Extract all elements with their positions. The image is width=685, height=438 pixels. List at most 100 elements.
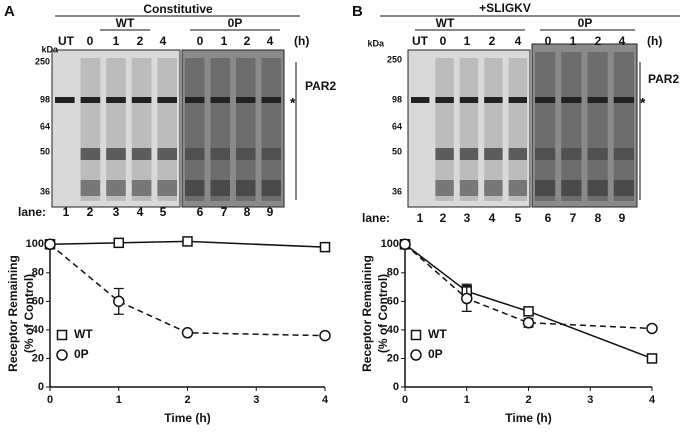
point: [646, 322, 658, 335]
band: [508, 180, 527, 196]
legend-label: 0P: [74, 347, 89, 361]
lane-number: 1: [417, 211, 424, 225]
band: [131, 180, 152, 196]
y-tick-label: 100: [26, 238, 44, 250]
lane-number: 9: [267, 205, 274, 219]
band: [210, 97, 230, 103]
band: [55, 97, 75, 103]
point: [522, 317, 535, 329]
mw-marker: 250: [35, 56, 50, 66]
series-line: [404, 243, 653, 330]
time-label: 2: [595, 34, 602, 48]
point: [646, 353, 658, 364]
blot-title: Constitutive: [143, 2, 213, 16]
band: [484, 148, 503, 160]
lane-number: 2: [440, 211, 447, 225]
smear: [435, 58, 454, 201]
band: [157, 148, 177, 160]
y-tick-label: 60: [387, 295, 399, 307]
band: [535, 97, 556, 103]
band: [261, 97, 281, 103]
time-label: 2: [244, 34, 251, 48]
mw-marker: 98: [392, 94, 402, 104]
lane-number: 9: [619, 211, 626, 225]
band: [261, 148, 281, 160]
y-tick-label: 80: [387, 267, 399, 279]
legend-symbol: [410, 349, 422, 361]
series-line: [49, 243, 326, 337]
point: [319, 241, 331, 253]
x-tick-label: 2: [525, 394, 531, 406]
group-label: 0P: [578, 16, 593, 30]
mw-marker: 64: [40, 121, 50, 131]
time-label: 1: [464, 34, 471, 48]
band: [561, 148, 582, 160]
band: [80, 180, 101, 196]
series-line: [404, 243, 653, 360]
mw-marker: 50: [40, 146, 50, 156]
smear: [535, 52, 556, 201]
x-tick-label: 1: [464, 394, 470, 406]
band: [80, 148, 101, 160]
x-tick-label: 4: [322, 394, 329, 406]
panel-letter: B: [352, 3, 363, 20]
band: [459, 97, 479, 103]
band-label: PAR2: [648, 72, 679, 86]
band: [613, 180, 634, 196]
untreated-label: UT: [412, 34, 429, 48]
time-label: 2: [489, 34, 496, 48]
smear: [613, 52, 634, 201]
band: [80, 97, 101, 103]
point: [319, 329, 331, 342]
legend-label: WT: [74, 327, 93, 341]
time-label: 2: [137, 34, 144, 48]
band: [587, 148, 608, 160]
lane-number: 5: [160, 205, 167, 219]
band: [185, 180, 205, 196]
x-tick-label: 4: [649, 394, 656, 406]
band: [411, 97, 430, 103]
smear: [185, 58, 205, 201]
band: [484, 97, 503, 103]
time-label: 4: [160, 34, 167, 48]
band: [587, 97, 608, 103]
time-label: 4: [515, 34, 522, 48]
point: [523, 306, 534, 317]
y-tick-label: 20: [32, 352, 44, 364]
x-tick-label: 2: [184, 394, 190, 406]
smear: [157, 58, 177, 201]
lane-number: 2: [87, 205, 94, 219]
band: [261, 180, 281, 196]
x-tick-label: 3: [587, 394, 593, 406]
band: [131, 97, 152, 103]
lane-label: lane:: [362, 211, 390, 225]
time-label: 0: [197, 34, 204, 48]
y-axis-title: (% of Control): [376, 274, 390, 353]
band: [435, 148, 454, 160]
y-axis-title: Receptor Remaining: [360, 255, 374, 372]
band: [106, 180, 126, 196]
x-tick-label: 3: [253, 394, 259, 406]
mw-marker: 36: [40, 186, 50, 196]
smear: [587, 52, 608, 201]
band: [508, 148, 527, 160]
panel-letter: A: [4, 3, 15, 20]
mw-marker: 98: [40, 94, 50, 104]
mw-marker: 36: [392, 186, 402, 196]
band: [157, 180, 177, 196]
x-tick-label: 0: [47, 394, 53, 406]
point: [181, 327, 194, 339]
kda-label: kDa: [367, 38, 385, 48]
band-label: PAR2: [305, 79, 336, 93]
x-axis-title: Time (h): [505, 411, 551, 425]
point: [113, 237, 124, 249]
band: [435, 97, 454, 103]
band: [508, 97, 527, 103]
band: [613, 148, 634, 160]
asterisk: *: [290, 95, 296, 111]
band: [484, 180, 503, 196]
time-unit: (h): [294, 34, 309, 48]
band: [106, 97, 126, 103]
legend-symbol: [56, 349, 68, 361]
y-tick-label: 0: [393, 381, 399, 393]
